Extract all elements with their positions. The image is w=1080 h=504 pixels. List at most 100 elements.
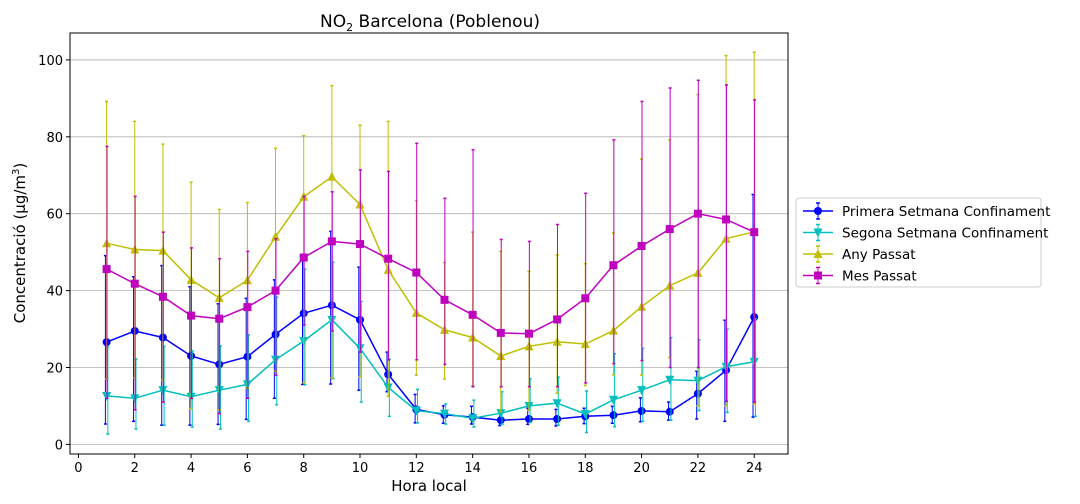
y-axis-label-superscript: 3 bbox=[11, 169, 22, 175]
data-point bbox=[468, 310, 477, 319]
data-point bbox=[609, 411, 618, 420]
error-bar bbox=[416, 388, 420, 424]
data-point bbox=[468, 414, 478, 424]
error-bar bbox=[415, 142, 419, 361]
y-tick-label-20: 20 bbox=[46, 361, 63, 376]
x-tick-label-16: 16 bbox=[521, 461, 538, 476]
data-point bbox=[609, 261, 618, 270]
error-bar bbox=[330, 191, 334, 332]
data-point bbox=[271, 231, 281, 241]
series-line bbox=[106, 175, 755, 357]
error-bar bbox=[133, 195, 137, 411]
data-point bbox=[243, 303, 252, 312]
legend-marker bbox=[814, 271, 822, 280]
error-bar bbox=[612, 139, 616, 365]
legend-label-4: Mes Passat bbox=[842, 269, 917, 285]
error-bar bbox=[640, 100, 644, 362]
legend-item-2: Segona Setmana Confinament bbox=[803, 223, 1048, 242]
legend-item-3: Any Passat bbox=[803, 245, 916, 263]
data-point bbox=[356, 240, 365, 249]
error-bar bbox=[218, 257, 222, 415]
error-bar bbox=[387, 170, 391, 361]
x-tick-label-10: 10 bbox=[352, 461, 369, 476]
data-point bbox=[665, 407, 674, 416]
series-1 bbox=[102, 193, 759, 427]
x-tick-label-0: 0 bbox=[74, 461, 82, 476]
legend: Primera Setmana Confinament Segona Setman… bbox=[795, 197, 1050, 288]
data-point bbox=[750, 228, 759, 237]
error-bar bbox=[274, 237, 278, 376]
data-point bbox=[637, 406, 646, 415]
data-point bbox=[665, 225, 674, 234]
data-point bbox=[130, 279, 139, 288]
x-tick-label-2: 2 bbox=[131, 461, 139, 476]
data-point bbox=[581, 294, 590, 303]
y-axis-label-end: ) bbox=[11, 163, 29, 169]
x-tick-label-24: 24 bbox=[746, 461, 763, 476]
x-tick-label-6: 6 bbox=[243, 461, 251, 476]
data-point bbox=[327, 237, 336, 246]
legend-marker bbox=[814, 207, 822, 215]
x-tick-label-14: 14 bbox=[464, 461, 481, 476]
y-tick-label-0: 0 bbox=[55, 438, 63, 453]
chart-title-subscript: 2 bbox=[346, 21, 353, 34]
legend-item-4: Mes Passat bbox=[803, 266, 917, 285]
x-tick-label-18: 18 bbox=[577, 461, 594, 476]
y-tick-label-80: 80 bbox=[46, 131, 63, 146]
y-axis-label: Concentració (µg/m3) bbox=[11, 163, 29, 324]
data-point bbox=[552, 399, 562, 409]
error-bar bbox=[584, 192, 588, 384]
data-point bbox=[215, 314, 224, 323]
data-point bbox=[384, 254, 393, 263]
error-bar bbox=[246, 250, 250, 400]
legend-label-1: Primera Setmana Confinament bbox=[842, 204, 1050, 220]
x-tick-label-4: 4 bbox=[187, 461, 195, 476]
plot-area-frame bbox=[69, 32, 789, 455]
error-bar bbox=[161, 231, 165, 403]
data-point bbox=[580, 410, 590, 420]
error-bar bbox=[527, 240, 531, 388]
error-bar bbox=[443, 197, 447, 366]
error-bar bbox=[696, 79, 700, 369]
data-point bbox=[439, 409, 449, 419]
data-point bbox=[496, 416, 505, 425]
data-point bbox=[608, 395, 618, 405]
data-point bbox=[299, 253, 308, 262]
error-bar bbox=[472, 399, 476, 428]
series-line bbox=[106, 304, 755, 421]
data-point bbox=[102, 265, 111, 274]
error-bar bbox=[358, 169, 362, 353]
data-point bbox=[524, 329, 533, 338]
chart-title-rest: Barcelona (Poblenou) bbox=[353, 12, 540, 32]
series-3 bbox=[102, 51, 759, 413]
data-point bbox=[411, 406, 421, 416]
error-bar bbox=[189, 247, 193, 400]
data-point bbox=[553, 415, 562, 424]
chart-title: NO2 Barcelona (Poblenou) bbox=[320, 12, 540, 34]
y-tick-label-40: 40 bbox=[46, 285, 63, 300]
data-point bbox=[412, 268, 421, 277]
x-tick-label-22: 22 bbox=[690, 461, 707, 476]
grid-lines bbox=[70, 59, 788, 445]
legend-marker bbox=[813, 228, 823, 238]
error-bar bbox=[556, 223, 560, 388]
series-layer bbox=[102, 51, 759, 435]
x-tick-label-8: 8 bbox=[300, 461, 308, 476]
x-axis-label: Hora local bbox=[391, 477, 467, 495]
data-point bbox=[158, 292, 167, 301]
y-axis-label-main: Concentració (µg/m bbox=[11, 175, 29, 323]
series-4 bbox=[102, 79, 759, 415]
data-point bbox=[553, 315, 562, 324]
data-point bbox=[271, 286, 280, 295]
legend-label-2: Segona Setmana Confinament bbox=[842, 226, 1048, 242]
data-point bbox=[496, 328, 505, 337]
legend-label-3: Any Passat bbox=[842, 247, 916, 263]
data-point bbox=[722, 215, 731, 224]
series-2 bbox=[102, 261, 759, 435]
data-point bbox=[665, 375, 675, 385]
data-point bbox=[496, 409, 506, 419]
error-bar bbox=[471, 149, 475, 388]
series-line bbox=[106, 212, 755, 335]
